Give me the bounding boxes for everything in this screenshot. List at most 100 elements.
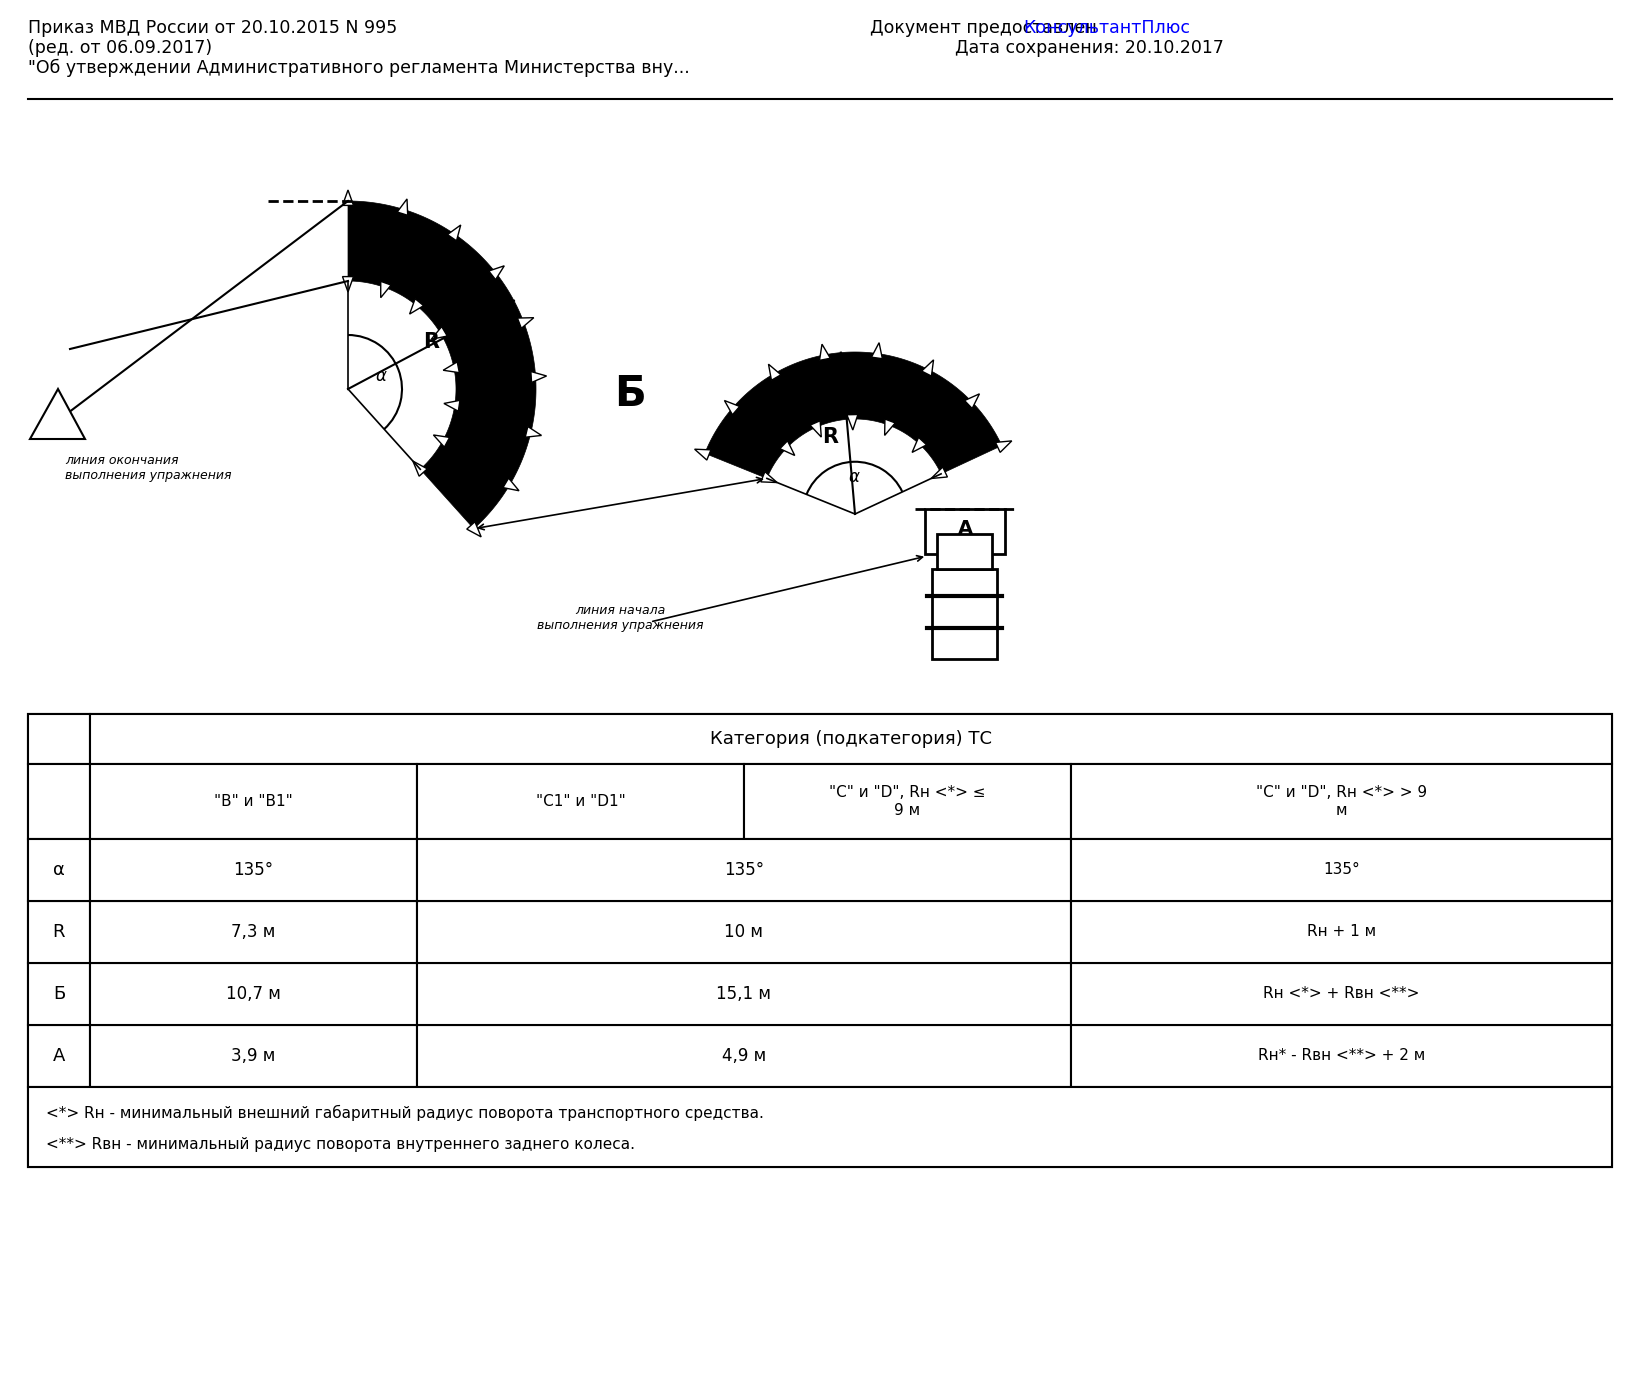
Text: Б: Б xyxy=(613,374,646,415)
Polygon shape xyxy=(431,326,447,339)
Polygon shape xyxy=(883,420,895,435)
Bar xyxy=(933,569,997,659)
Text: α: α xyxy=(847,468,859,487)
Bar xyxy=(90,764,416,839)
Text: "C" и "D", Rн <*> > 9
м: "C" и "D", Rн <*> > 9 м xyxy=(1255,785,1426,818)
Bar xyxy=(28,714,1611,1167)
Polygon shape xyxy=(810,421,821,438)
Text: "B" и "B1": "B" и "B1" xyxy=(215,795,293,809)
Text: 10,7 м: 10,7 м xyxy=(226,986,280,1004)
Polygon shape xyxy=(410,298,423,314)
Bar xyxy=(90,963,416,1025)
Polygon shape xyxy=(911,438,926,453)
Bar xyxy=(1070,839,1611,901)
Polygon shape xyxy=(995,441,1011,453)
Text: Приказ МВД России от 20.10.2015 N 995: Приказ МВД России от 20.10.2015 N 995 xyxy=(28,20,397,38)
Text: линия начала
выполнения упражнения: линия начала выполнения упражнения xyxy=(536,604,703,631)
Bar xyxy=(416,1025,1070,1087)
Text: Rн* - Rвн <**> + 2 м: Rн* - Rвн <**> + 2 м xyxy=(1257,1048,1424,1064)
Text: Дата сохранения: 20.10.2017: Дата сохранения: 20.10.2017 xyxy=(954,39,1223,57)
Text: А: А xyxy=(957,519,972,538)
Bar xyxy=(28,714,90,764)
Text: 135°: 135° xyxy=(233,861,274,880)
Bar xyxy=(28,764,90,839)
Polygon shape xyxy=(531,372,546,382)
Polygon shape xyxy=(846,414,857,429)
Polygon shape xyxy=(870,343,882,358)
Text: Б: Б xyxy=(52,986,66,1004)
Polygon shape xyxy=(724,400,739,415)
Polygon shape xyxy=(780,441,795,456)
Polygon shape xyxy=(524,427,541,438)
Bar xyxy=(1070,963,1611,1025)
Text: Rн <*> + Rвн <**>: Rн <*> + Rвн <**> xyxy=(1262,987,1419,1001)
Bar xyxy=(28,1025,90,1087)
Text: 3,9 м: 3,9 м xyxy=(231,1047,275,1065)
Bar xyxy=(1070,1025,1611,1087)
Polygon shape xyxy=(467,521,480,537)
Bar xyxy=(416,901,1070,963)
Polygon shape xyxy=(964,395,978,408)
Polygon shape xyxy=(380,282,390,298)
Polygon shape xyxy=(413,461,428,477)
Text: А: А xyxy=(52,1047,66,1065)
Bar xyxy=(416,764,744,839)
Text: (ред. от 06.09.2017): (ред. от 06.09.2017) xyxy=(28,39,211,57)
Polygon shape xyxy=(433,435,449,447)
Text: линия окончания
выполнения упражнения: линия окончания выполнения упражнения xyxy=(66,454,231,482)
Text: 135°: 135° xyxy=(1323,863,1359,877)
Bar xyxy=(416,963,1070,1025)
Polygon shape xyxy=(488,266,503,280)
Text: "C" и "D", Rн <*> ≤
9 м: "C" и "D", Rн <*> ≤ 9 м xyxy=(829,785,985,818)
Text: 135°: 135° xyxy=(723,861,764,880)
Text: "Об утверждении Административного регламента Министерства вну...: "Об утверждении Административного реглам… xyxy=(28,59,690,77)
Text: Rн + 1 м: Rн + 1 м xyxy=(1306,924,1375,940)
Bar xyxy=(90,714,1611,764)
Bar xyxy=(28,963,90,1025)
Text: α: α xyxy=(52,861,66,880)
Polygon shape xyxy=(30,389,85,439)
Polygon shape xyxy=(921,360,933,376)
Polygon shape xyxy=(343,276,354,291)
Text: Документ предоставлен: Документ предоставлен xyxy=(869,20,1101,38)
Bar xyxy=(938,534,992,569)
Text: 7,3 м: 7,3 м xyxy=(231,923,275,941)
Bar xyxy=(924,509,1005,553)
Bar xyxy=(28,901,90,963)
Text: R: R xyxy=(52,923,66,941)
Text: 15,1 м: 15,1 м xyxy=(716,986,770,1004)
Bar xyxy=(90,901,416,963)
Polygon shape xyxy=(820,344,829,360)
Text: α: α xyxy=(375,368,387,385)
Bar xyxy=(28,1087,1611,1167)
Text: <*> Rн - минимальный внешний габаритный радиус поворота транспортного средства.: <*> Rн - минимальный внешний габаритный … xyxy=(46,1104,764,1121)
Polygon shape xyxy=(769,364,780,381)
Polygon shape xyxy=(343,190,354,205)
Polygon shape xyxy=(444,400,459,411)
Text: <**> Rвн - минимальный радиус поворота внутреннего заднего колеса.: <**> Rвн - минимальный радиус поворота в… xyxy=(46,1138,634,1151)
Polygon shape xyxy=(447,224,461,241)
Polygon shape xyxy=(695,449,710,460)
Polygon shape xyxy=(705,353,1001,478)
Bar xyxy=(416,839,1070,901)
Text: R: R xyxy=(423,332,439,353)
Text: Категория (подкатегория) ТС: Категория (подкатегория) ТС xyxy=(710,730,992,749)
Polygon shape xyxy=(397,199,408,215)
Bar xyxy=(90,1025,416,1087)
Text: 4,9 м: 4,9 м xyxy=(721,1047,765,1065)
Bar xyxy=(28,839,90,901)
Bar xyxy=(1070,901,1611,963)
Bar xyxy=(744,764,1070,839)
Text: 10 м: 10 м xyxy=(724,923,764,941)
Polygon shape xyxy=(760,471,777,482)
Polygon shape xyxy=(503,478,518,491)
Text: "C1" и "D1": "C1" и "D1" xyxy=(536,795,624,809)
Polygon shape xyxy=(931,467,947,478)
Polygon shape xyxy=(443,362,459,372)
Bar xyxy=(1070,764,1611,839)
Polygon shape xyxy=(518,318,533,329)
Text: R: R xyxy=(821,427,838,447)
Bar xyxy=(90,839,416,901)
Text: КонсультантПлюс: КонсультантПлюс xyxy=(1023,20,1190,38)
Polygon shape xyxy=(347,201,536,528)
